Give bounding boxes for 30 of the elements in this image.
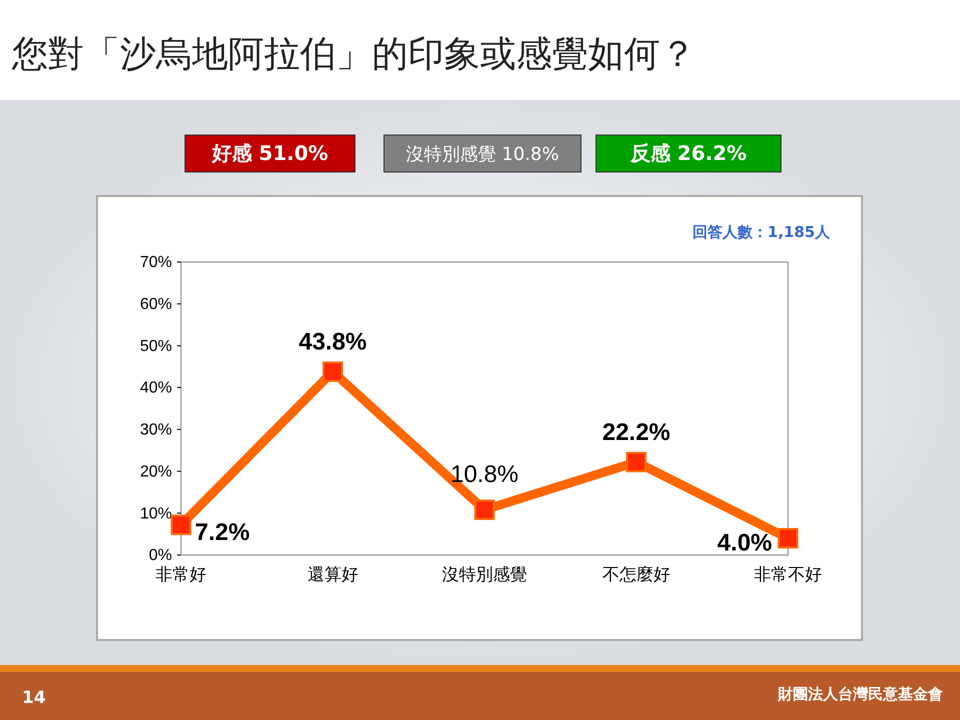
x-tick-label: 非常不好 (754, 565, 822, 584)
text: 好感 51.0% (210, 141, 328, 165)
text: 14 (22, 688, 46, 708)
data-label: 7.2% (195, 518, 250, 546)
data-label: 43.8% (298, 328, 367, 356)
y-tick-label: 60% (140, 296, 172, 313)
y-tick-label: 30% (140, 422, 172, 439)
point (170, 514, 192, 536)
y-tick-label: 10% (140, 505, 172, 522)
x-tick-label: 不怎麼好 (602, 565, 670, 584)
y-tick-label: 70% (140, 254, 172, 272)
y-tick-label: 20% (140, 463, 172, 480)
x-tick-label: 沒特別感覺 (442, 565, 527, 584)
point (322, 361, 343, 382)
x-tick-label: 還算好 (307, 565, 358, 584)
data-label: 22.2% (602, 419, 670, 446)
chart-title: 您對「沙烏地阿拉伯」的印象或感覺如何？ (11, 34, 696, 75)
text: 財團法人台灣民意基金會 (777, 685, 943, 703)
y-tick-label: 50% (140, 338, 172, 355)
data-label: 10.8% (450, 460, 519, 488)
text: 反感 26.2% (629, 141, 747, 165)
point (778, 528, 798, 548)
y-tick-label: 40% (140, 380, 172, 397)
x-tick-label: 非常好 (156, 565, 206, 584)
text: 沒特別感覺 10.8% (406, 144, 559, 165)
data-label: 4.0% (717, 529, 772, 556)
y-tick-label: 0% (148, 547, 172, 564)
point (626, 452, 646, 472)
point (474, 500, 495, 520)
text: 回答人數：1,185人 (692, 223, 831, 241)
